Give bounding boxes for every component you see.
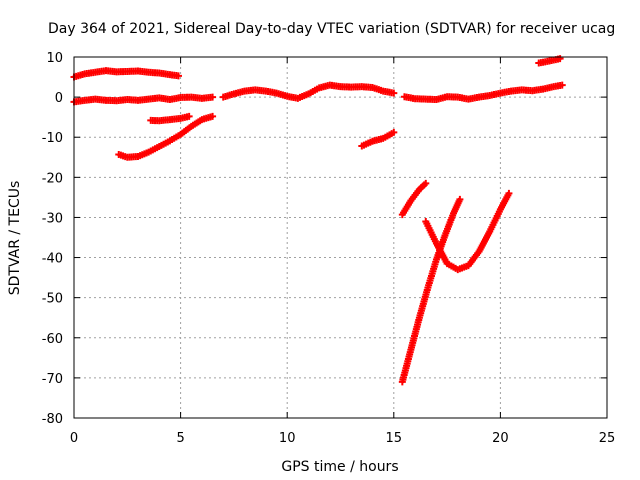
data-series [358,128,398,150]
x-axis-title: GPS time / hours [281,459,398,475]
data-point [390,89,398,97]
data-series [147,112,193,125]
data-series [398,179,430,219]
y-tick-label: -50 [42,292,63,307]
x-tick-label: 0 [70,431,78,446]
data-points [70,55,566,386]
y-tick-label: 10 [46,51,63,66]
data-series [115,112,217,161]
data-series [422,189,513,274]
data-point [422,179,430,187]
data-point [456,195,464,203]
data-point [209,112,217,120]
y-tick-label: -10 [42,131,63,146]
data-point [390,128,398,136]
y-tick-label: -30 [42,211,63,226]
y-tick-label: -80 [42,412,63,427]
y-tick-label: -70 [42,372,63,387]
data-series [70,93,217,106]
data-point [185,112,193,120]
x-tick-label: 15 [386,431,403,446]
y-tick-label: -60 [42,332,63,347]
x-axis-ticks: 0 5 10 15 20 25 [70,57,615,446]
y-tick-label: -40 [42,252,63,267]
plot-frame [73,56,608,419]
x-tick-label: 10 [279,431,296,446]
data-series [400,81,566,104]
x-tick-label: 25 [599,431,616,446]
chart-title: Day 364 of 2021, Sidereal Day-to-day VTE… [48,21,615,37]
x-tick-label: 20 [492,431,509,446]
y-axis-title: SDTVAR / TECUs [7,181,23,296]
y-tick-label: 0 [55,91,63,106]
data-series [219,81,398,102]
data-point [505,189,513,197]
data-series [70,67,182,81]
data-point [174,72,182,80]
data-point [556,55,564,63]
y-axis-ticks: 10 0 -10 -20 -30 -40 -50 -60 -70 -80 [42,51,607,427]
data-point [558,81,566,89]
grid [74,57,607,418]
y-tick-label: -20 [42,171,63,186]
data-point [209,93,217,101]
data-series [398,195,464,386]
x-tick-label: 5 [176,431,184,446]
